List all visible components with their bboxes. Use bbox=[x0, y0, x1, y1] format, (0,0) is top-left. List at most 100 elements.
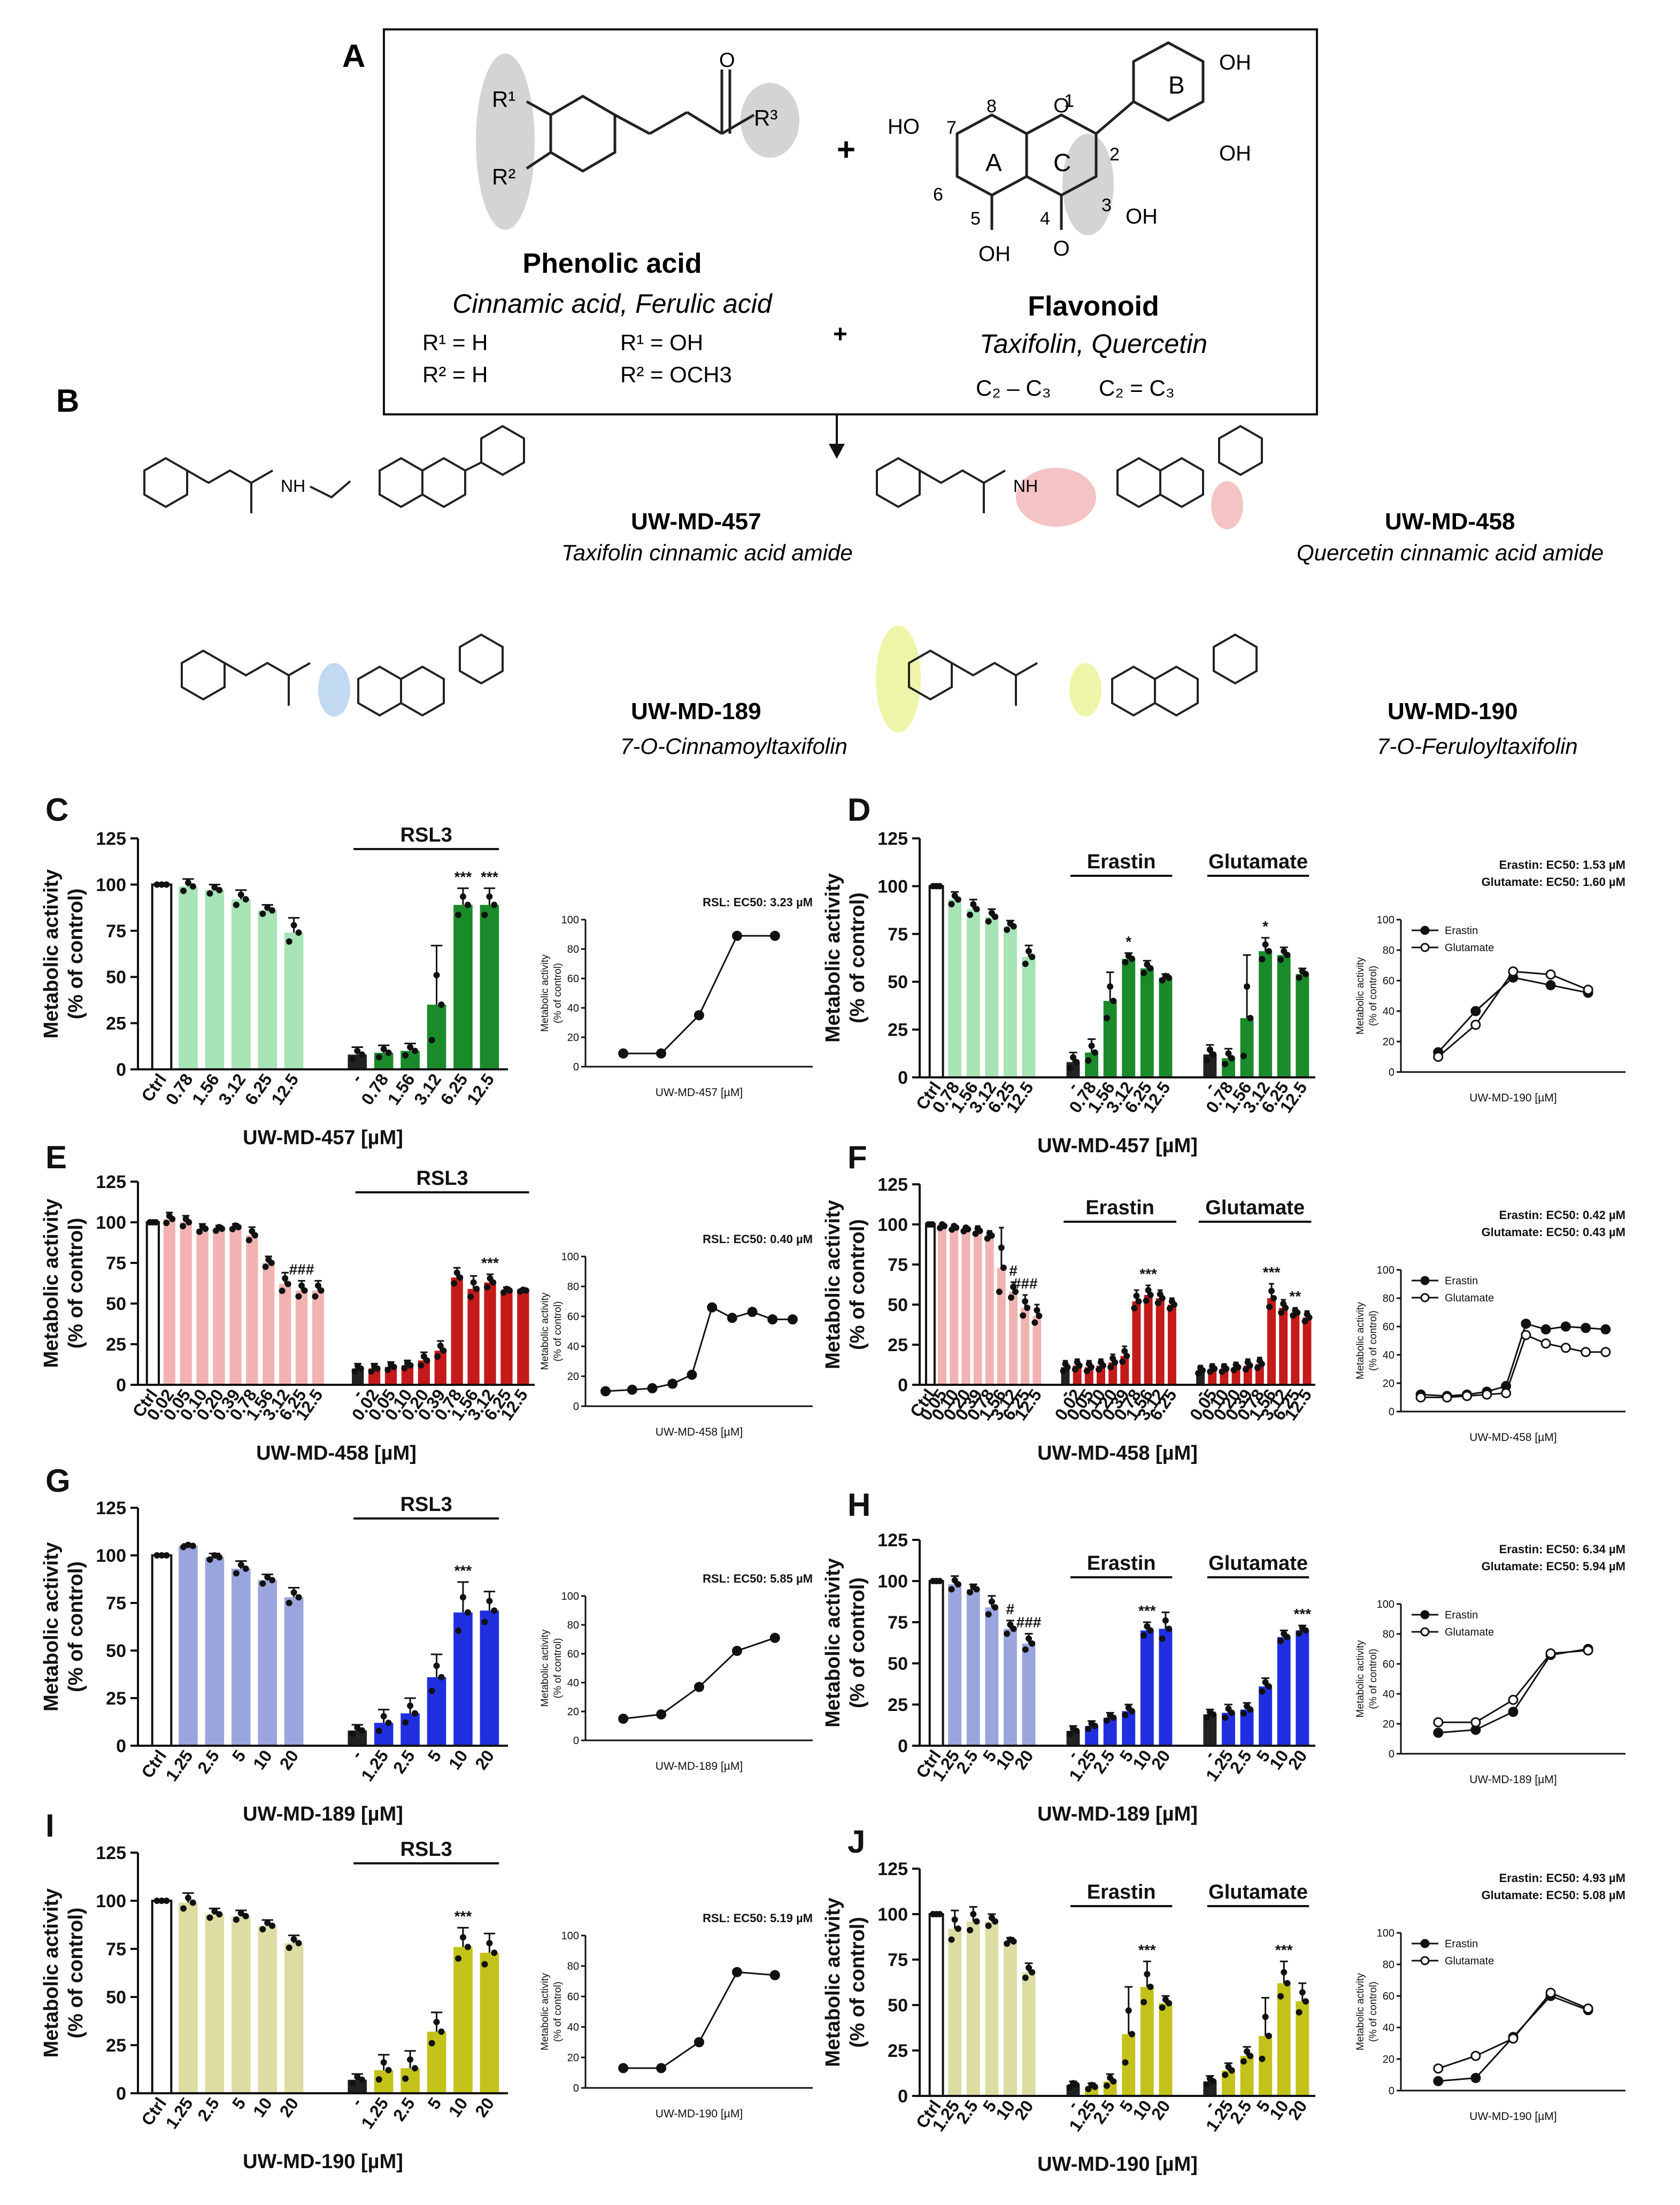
data-point bbox=[967, 1589, 974, 1595]
data-point bbox=[380, 1045, 387, 1052]
x-tick-label: 1.25 bbox=[357, 2094, 392, 2132]
y-tick-label: 100 bbox=[96, 875, 126, 895]
data-point bbox=[433, 2018, 440, 2025]
series-point bbox=[1433, 1052, 1444, 1062]
data-point bbox=[437, 1343, 444, 1350]
bar bbox=[205, 1914, 225, 2093]
compound-190-desc: 7-O-Feruloyltaxifolin bbox=[1377, 734, 1578, 759]
series-line bbox=[1421, 1333, 1606, 1398]
series-point bbox=[1501, 1388, 1512, 1399]
flav-oh-3prime: OH bbox=[1219, 51, 1251, 74]
data-point bbox=[1262, 941, 1269, 948]
bar bbox=[453, 905, 473, 1069]
compound-190-id: UW-MD-190 bbox=[1388, 698, 1518, 724]
y-tick-label: 25 bbox=[106, 1689, 126, 1709]
data-point bbox=[163, 1898, 170, 1904]
legend-marker bbox=[1420, 943, 1430, 952]
data-point bbox=[1140, 969, 1147, 976]
data-point bbox=[401, 1364, 408, 1371]
bar bbox=[948, 1929, 962, 2096]
data-point bbox=[351, 1368, 358, 1375]
series-point bbox=[731, 1646, 742, 1656]
significance-marker: ### bbox=[1016, 1614, 1042, 1631]
legend-label: Erastin bbox=[1445, 925, 1478, 937]
legend-label: Erastin bbox=[1445, 1938, 1478, 1950]
series-point bbox=[1545, 980, 1556, 991]
chart-title: RSL: EC50: 0.40 µM bbox=[703, 1232, 813, 1246]
group-label: RSL3 bbox=[400, 1493, 452, 1516]
x-tick-label: 1.56 bbox=[384, 1070, 419, 1108]
r2-h: R² = H bbox=[422, 362, 488, 387]
y-tick-label: 80 bbox=[567, 1620, 579, 1631]
significance-marker: *** bbox=[1293, 1606, 1311, 1622]
bar bbox=[928, 1913, 944, 2097]
series-point bbox=[1508, 1694, 1519, 1705]
data-point bbox=[1203, 1057, 1210, 1063]
bond-single: C₂ – C₃ bbox=[976, 375, 1051, 400]
data-point bbox=[1294, 1309, 1301, 1316]
series-point bbox=[694, 2037, 704, 2047]
y-tick-label: 80 bbox=[567, 1281, 579, 1293]
r2-symbol: R² bbox=[492, 164, 515, 189]
significance-marker: * bbox=[1262, 918, 1268, 935]
data-point bbox=[1270, 1295, 1277, 1301]
data-point bbox=[1284, 1633, 1291, 1640]
data-point bbox=[359, 2076, 366, 2083]
pos-2: 2 bbox=[1109, 144, 1120, 165]
data-point bbox=[1029, 1640, 1036, 1647]
panel-label-j: J bbox=[847, 1824, 865, 1860]
y-axis-title: (% of control) bbox=[552, 1638, 564, 1699]
x-tick-label: 3.12 bbox=[214, 1070, 249, 1108]
x-tick-label: 20 bbox=[471, 1746, 498, 1773]
y-tick-label: 80 bbox=[567, 1961, 579, 1972]
y-axis-title: Metabolic activity bbox=[1355, 1973, 1366, 2050]
data-point bbox=[451, 1280, 458, 1287]
data-point bbox=[1110, 1714, 1117, 1721]
data-point bbox=[1147, 1984, 1154, 1990]
y-tick-label: 100 bbox=[561, 1930, 579, 1942]
x-tick-label: 5 bbox=[228, 2094, 250, 2113]
bar bbox=[1122, 959, 1136, 1077]
data-point bbox=[1282, 1305, 1289, 1311]
data-point bbox=[163, 1552, 170, 1559]
y-tick-label: 75 bbox=[106, 1939, 126, 1960]
series-line bbox=[605, 1306, 793, 1392]
series-point bbox=[627, 1384, 637, 1395]
data-point bbox=[1103, 2082, 1110, 2089]
data-point bbox=[1258, 1361, 1265, 1367]
data-point bbox=[279, 1287, 286, 1294]
x-axis-title: UW-MD-458 [µM] bbox=[656, 1426, 743, 1438]
data-point bbox=[1210, 1711, 1217, 1718]
series-point bbox=[656, 1709, 667, 1720]
data-point bbox=[1034, 1307, 1041, 1314]
data-point bbox=[1240, 1052, 1247, 1059]
y-tick-label: 100 bbox=[1377, 914, 1394, 926]
data-point bbox=[1225, 1050, 1232, 1057]
data-point bbox=[407, 2056, 414, 2063]
y-axis-title: Metabolic activity bbox=[40, 869, 63, 1039]
data-point bbox=[1099, 1362, 1106, 1369]
pos-4: 4 bbox=[1040, 209, 1050, 229]
significance-marker: *** bbox=[1263, 1264, 1281, 1281]
x-tick-label: 0.78 bbox=[357, 1070, 392, 1108]
y-tick-label: 60 bbox=[567, 1648, 579, 1660]
data-point bbox=[438, 1001, 445, 1008]
data-point bbox=[286, 938, 292, 945]
bar bbox=[1159, 2003, 1173, 2096]
data-point bbox=[1284, 952, 1291, 959]
series-point bbox=[694, 1682, 704, 1692]
y-tick-label: 0 bbox=[1389, 1748, 1394, 1760]
series-point bbox=[1470, 2050, 1481, 2061]
data-point bbox=[988, 1232, 995, 1239]
data-point bbox=[483, 1284, 490, 1291]
data-point bbox=[491, 1607, 498, 1614]
data-point bbox=[951, 1916, 958, 1923]
data-point bbox=[184, 879, 191, 886]
y-axis-title: (% of control) bbox=[1368, 966, 1379, 1026]
data-point bbox=[1222, 1060, 1229, 1067]
bar bbox=[1296, 974, 1309, 1077]
bar bbox=[500, 1290, 513, 1385]
data-point bbox=[349, 1055, 356, 1062]
y-tick-label: 100 bbox=[96, 1546, 126, 1566]
legend-label: Glutamate bbox=[1445, 1955, 1494, 1967]
